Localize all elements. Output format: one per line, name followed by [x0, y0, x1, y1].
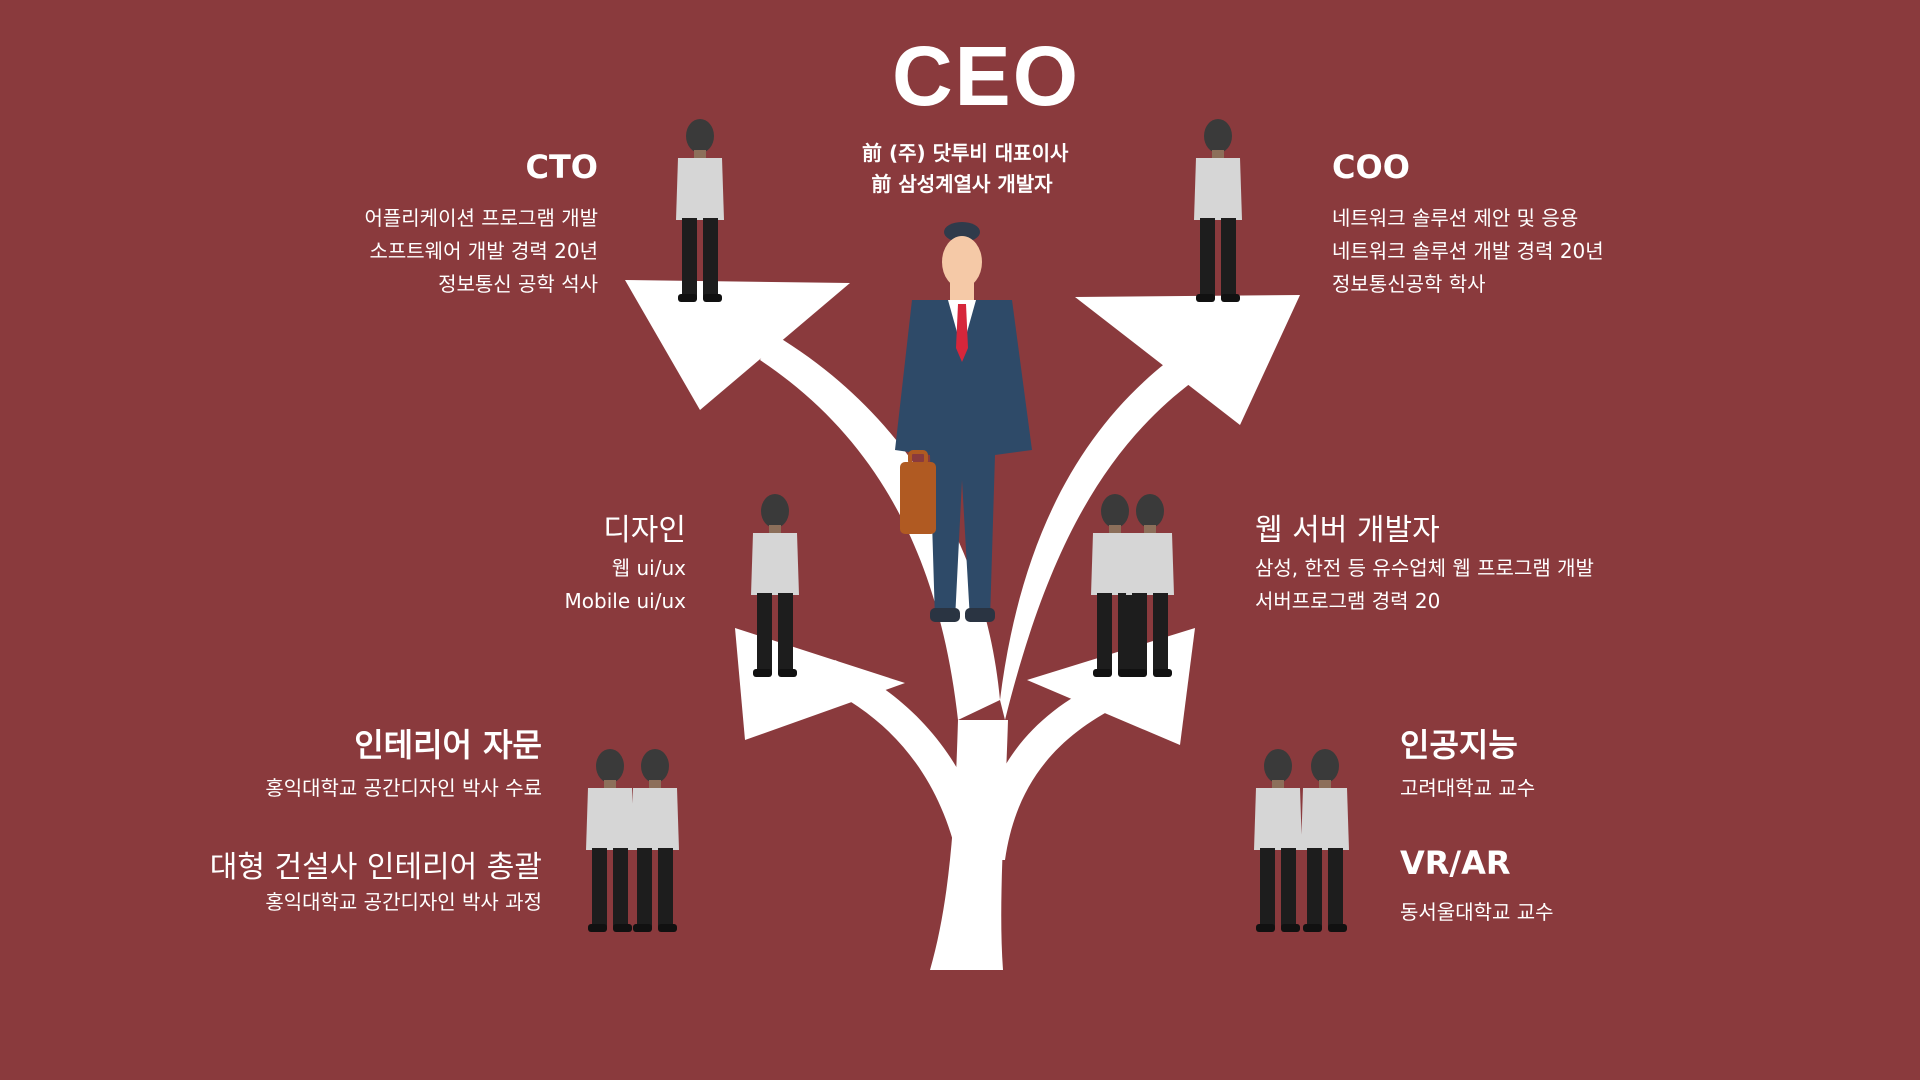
- person-design: [751, 494, 799, 677]
- person-cto: [676, 119, 724, 302]
- design-title: 디자인: [603, 513, 686, 548]
- person-coo: [1194, 119, 1242, 302]
- cto-detail-3: 정보통신 공학 석사: [438, 272, 598, 296]
- person-ai-2: [1301, 749, 1349, 932]
- arrow-head-coo: [1075, 295, 1300, 425]
- interior-detail-1: 홍익대학교 공간디자인 박사 수료: [265, 776, 542, 800]
- interior-detail-2: 홍익대학교 공간디자인 박사 과정: [265, 890, 542, 914]
- interior-title-2: 대형 건설사 인테리어 총괄: [209, 850, 542, 885]
- ai-title: 인공지능: [1400, 726, 1518, 764]
- ai-detail-1: 고려대학교 교수: [1400, 776, 1536, 800]
- cto-detail-2: 소프트웨어 개발 경력 20년: [369, 239, 598, 263]
- ai-detail-2: 동서울대학교 교수: [1400, 900, 1554, 924]
- arrow-web: [975, 680, 1120, 860]
- coo-details: 네트워크 솔루션 제안 및 응용 네트워크 솔루션 개발 경력 20년 정보통신…: [1332, 202, 1604, 301]
- person-ai-1: [1254, 749, 1302, 932]
- coo-title: COO: [1332, 148, 1410, 186]
- person-interior-1: [586, 749, 634, 932]
- coo-detail-1: 네트워크 솔루션 제안 및 응용: [1332, 206, 1579, 230]
- arrow-design: [820, 660, 990, 860]
- ceo-detail-1: 前 (주) 닷투비 대표이사: [862, 141, 1069, 165]
- web-server-detail-1: 삼성, 한전 등 유수업체 웹 프로그램 개발: [1255, 556, 1594, 580]
- design-details: 웹 ui/ux Mobile ui/ux: [565, 552, 686, 618]
- design-detail-1: 웹 ui/ux: [611, 556, 686, 580]
- arrow-head-design: [735, 628, 905, 740]
- ceo-detail-2: 前 삼성계열사 개발자: [871, 172, 1053, 196]
- person-web-2: [1126, 494, 1174, 677]
- coo-detail-3: 정보통신공학 학사: [1332, 272, 1486, 296]
- coo-detail-2: 네트워크 솔루션 개발 경력 20년: [1332, 239, 1604, 263]
- web-server-detail-2: 서버프로그램 경력 20: [1255, 589, 1441, 613]
- cto-detail-1: 어플리케이션 프로그램 개발: [364, 206, 598, 230]
- ai-title-2: VR/AR: [1400, 844, 1511, 882]
- cto-title: CTO: [525, 148, 598, 186]
- arrow-head-cto: [625, 280, 850, 410]
- interior-title: 인테리어 자문: [354, 726, 542, 764]
- design-detail-2: Mobile ui/ux: [564, 589, 686, 613]
- ceo-details: 前 (주) 닷투비 대표이사 前 삼성계열사 개발자: [862, 138, 1069, 200]
- web-server-title: 웹 서버 개발자: [1255, 513, 1440, 548]
- cto-details: 어플리케이션 프로그램 개발 소프트웨어 개발 경력 20년 정보통신 공학 석…: [364, 202, 598, 301]
- person-interior-2: [631, 749, 679, 932]
- ceo-figure: [895, 222, 1032, 622]
- ceo-title: CEO: [892, 29, 1081, 123]
- web-server-details: 삼성, 한전 등 유수업체 웹 프로그램 개발 서버프로그램 경력 20: [1255, 552, 1594, 618]
